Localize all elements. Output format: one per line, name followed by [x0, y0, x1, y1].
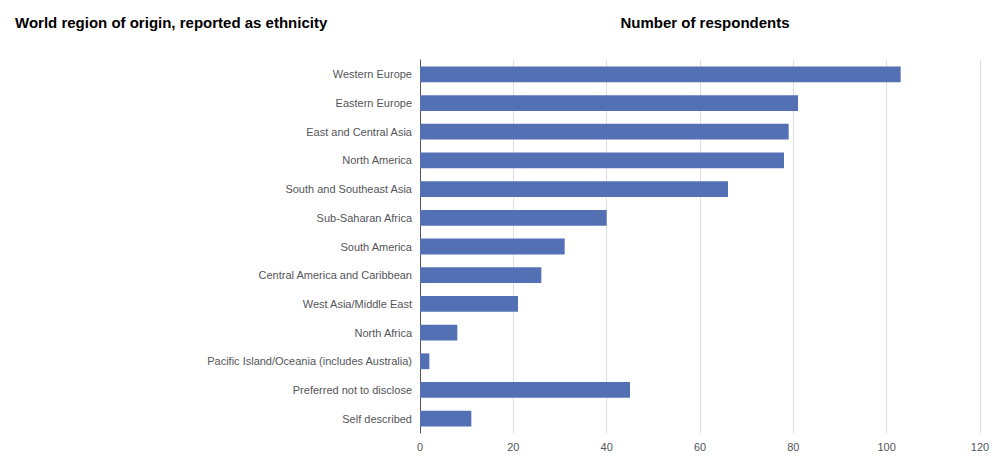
svg-text:40: 40: [601, 441, 613, 453]
svg-text:East and Central Asia: East and Central Asia: [306, 126, 413, 138]
svg-text:West Asia/Middle East: West Asia/Middle East: [303, 298, 412, 310]
svg-text:0: 0: [417, 441, 423, 453]
svg-text:North Africa: North Africa: [355, 327, 413, 339]
svg-text:120: 120: [971, 441, 989, 453]
svg-text:North America: North America: [342, 154, 413, 166]
svg-text:Western Europe: Western Europe: [333, 68, 412, 80]
svg-text:Eastern Europe: Eastern Europe: [336, 97, 412, 109]
svg-text:Self described: Self described: [342, 413, 412, 425]
svg-text:Number of respondents: Number of respondents: [620, 14, 789, 31]
svg-text:South and Southeast Asia: South and Southeast Asia: [285, 183, 412, 195]
svg-text:Sub-Saharan Africa: Sub-Saharan Africa: [317, 212, 413, 224]
svg-text:80: 80: [787, 441, 799, 453]
svg-text:South America: South America: [340, 241, 412, 253]
svg-text:Central America and Caribbean: Central America and Caribbean: [259, 269, 412, 281]
svg-text:Preferred not to disclose: Preferred not to disclose: [293, 384, 412, 396]
svg-text:World region of origin, report: World region of origin, reported as ethn…: [15, 14, 328, 31]
svg-text:60: 60: [694, 441, 706, 453]
svg-text:Pacific Island/Oceania (includ: Pacific Island/Oceania (includes Austral…: [207, 355, 412, 367]
svg-text:100: 100: [877, 441, 895, 453]
svg-text:20: 20: [507, 441, 519, 453]
